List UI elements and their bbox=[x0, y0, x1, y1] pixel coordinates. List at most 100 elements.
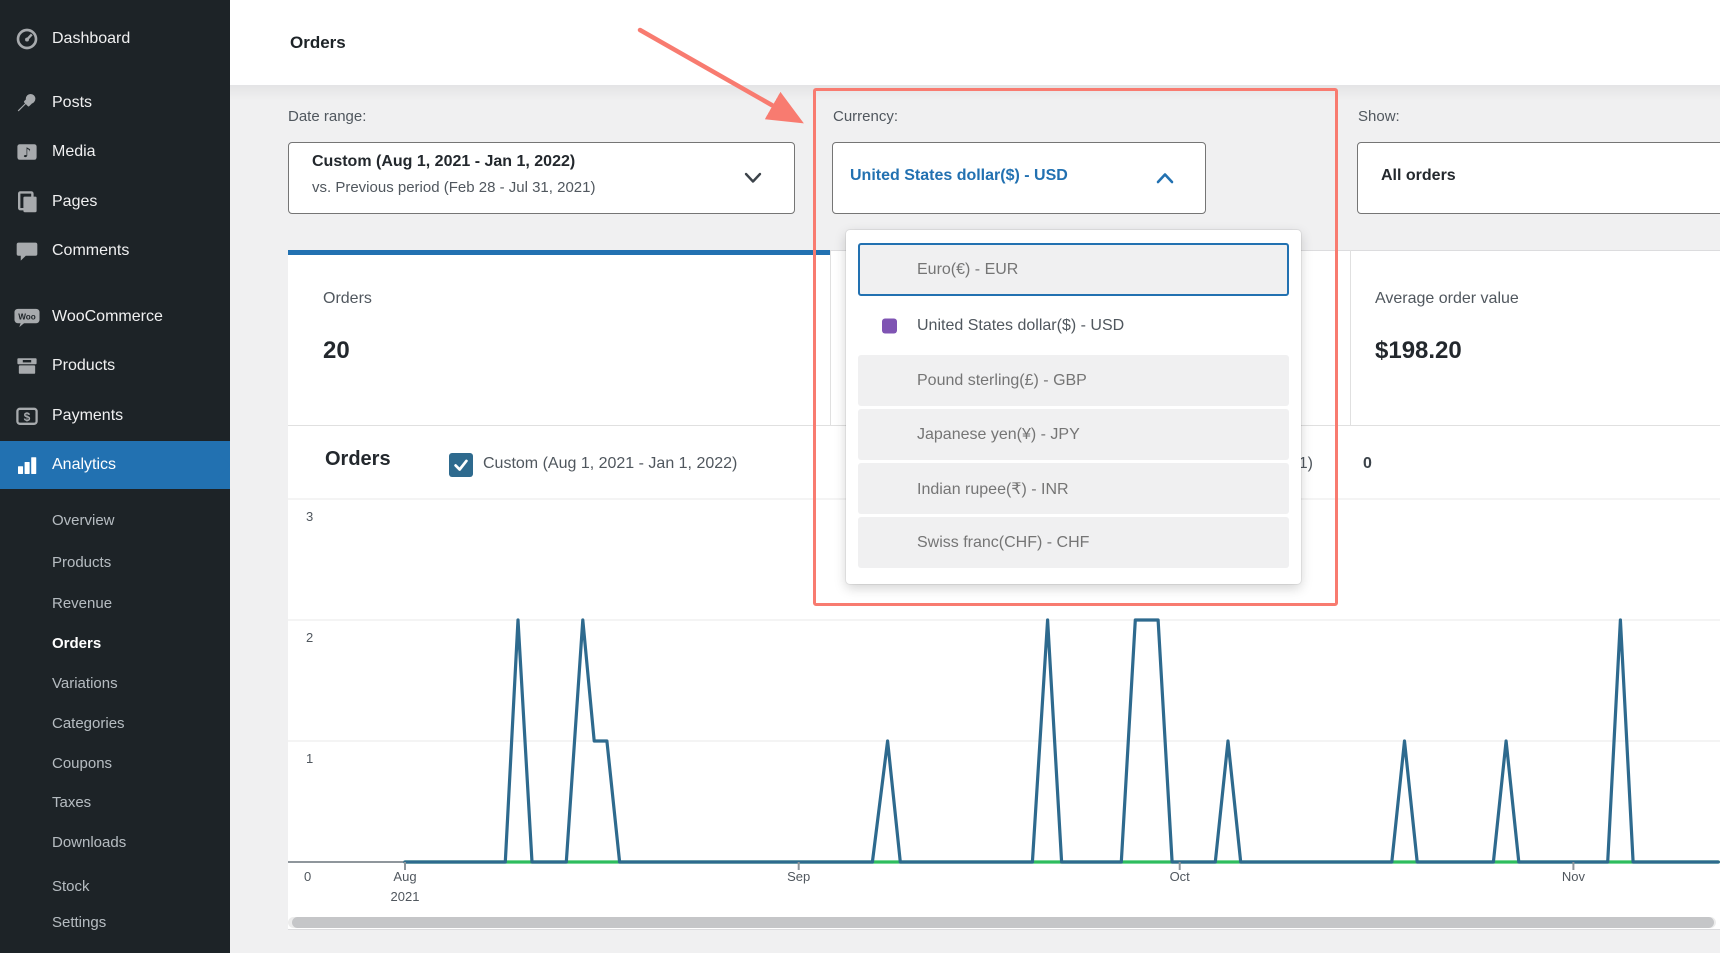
summary-tile-value: 20 bbox=[323, 337, 350, 364]
currency-option-label: Indian rupee(₹) - INR bbox=[917, 480, 1069, 498]
currency-option-chf[interactable]: Swiss franc(CHF) - CHF bbox=[858, 517, 1289, 568]
subitem-label: Settings bbox=[52, 913, 107, 931]
y-tick-1: 1 bbox=[306, 751, 314, 766]
chevron-up-icon bbox=[1156, 173, 1174, 184]
chart-scrollbar-thumb[interactable] bbox=[292, 917, 1714, 928]
x-tick-nov: Nov bbox=[1561, 869, 1585, 884]
chart-title: Orders bbox=[325, 448, 391, 470]
currency-option-label: Swiss franc(CHF) - CHF bbox=[917, 533, 1090, 551]
sidebar-item-label: Products bbox=[52, 357, 116, 374]
currency-option-label: Japanese yen(¥) - JPY bbox=[917, 425, 1080, 443]
svg-text:$: $ bbox=[24, 410, 31, 424]
woocommerce-bubble-icon: Woo bbox=[14, 304, 40, 330]
payments-card-icon: $ bbox=[14, 403, 40, 429]
sidebar-item-label: Analytics bbox=[52, 456, 117, 473]
sidebar-subitem-downloads[interactable]: Downloads bbox=[52, 822, 126, 862]
sidebar-item-label: Posts bbox=[52, 94, 93, 111]
svg-text:Woo: Woo bbox=[18, 312, 36, 321]
currency-option-label: Pound sterling(£) - GBP bbox=[917, 371, 1087, 389]
currency-option-jpy[interactable]: Japanese yen(¥) - JPY bbox=[858, 409, 1289, 460]
sidebar-item-comments[interactable]: Comments bbox=[0, 227, 230, 275]
currency-select[interactable] bbox=[832, 142, 1206, 214]
sidebar-item-dashboard[interactable]: Dashboard bbox=[0, 15, 230, 63]
x-tick-sep: Sep bbox=[787, 869, 811, 884]
sidebar-item-label: Payments bbox=[52, 407, 124, 424]
show-label: Show: bbox=[1358, 108, 1400, 125]
sidebar-item-pages[interactable]: Pages bbox=[0, 178, 230, 226]
y-tick-3: 3 bbox=[306, 509, 314, 524]
subitem-label: Products bbox=[52, 553, 112, 571]
y-tick-0: 0 bbox=[304, 869, 312, 884]
date-range-select[interactable] bbox=[288, 142, 795, 214]
currency-option-eur[interactable]: Euro(€) - EUR bbox=[858, 243, 1289, 296]
legend-checkbox-checked-icon[interactable] bbox=[449, 453, 473, 477]
sidebar-subitem-overview[interactable]: Overview bbox=[52, 500, 115, 540]
subitem-label: Downloads bbox=[52, 833, 127, 851]
sidebar-item-analytics[interactable]: Analytics bbox=[0, 441, 230, 489]
sidebar-subitem-categories[interactable]: Categories bbox=[52, 703, 125, 743]
sidebar-item-woocommerce[interactable]: Woo WooCommerce bbox=[0, 293, 230, 341]
svg-text:♪: ♪ bbox=[23, 146, 31, 161]
subitem-label: Variations bbox=[52, 674, 118, 692]
sidebar-subitem-coupons[interactable]: Coupons bbox=[52, 743, 112, 783]
show-select[interactable] bbox=[1357, 142, 1720, 214]
sidebar-item-posts[interactable]: Posts bbox=[0, 79, 230, 127]
sidebar-item-label: Dashboard bbox=[52, 30, 131, 47]
currency-option-gbp[interactable]: Pound sterling(£) - GBP bbox=[858, 355, 1289, 406]
currency-dropdown-popup: Euro(€) - EUR United States dollar($) - … bbox=[846, 230, 1301, 584]
sidebar-subitem-orders[interactable]: Orders bbox=[52, 623, 101, 663]
sidebar-item-label: Media bbox=[52, 143, 96, 160]
currency-option-label: United States dollar($) - USD bbox=[917, 316, 1125, 334]
selected-marker-icon bbox=[882, 318, 897, 333]
sidebar-item-payments[interactable]: $ Payments bbox=[0, 392, 230, 440]
comment-bubble-icon bbox=[14, 238, 40, 264]
summary-tile-orders[interactable] bbox=[289, 255, 830, 425]
show-value: All orders bbox=[1381, 167, 1456, 184]
tile-divider bbox=[1350, 250, 1351, 425]
subitem-label: Overview bbox=[52, 511, 115, 529]
sidebar-item-media[interactable]: ♪ Media bbox=[0, 128, 230, 176]
subitem-label: Categories bbox=[52, 714, 125, 732]
subitem-label: Taxes bbox=[52, 793, 92, 811]
currency-option-inr[interactable]: Indian rupee(₹) - INR bbox=[858, 463, 1289, 514]
chevron-down-icon bbox=[744, 172, 762, 183]
sidebar-item-label: Pages bbox=[52, 193, 98, 210]
orders-line-chart bbox=[288, 498, 1720, 870]
summary-tile-label: Orders bbox=[323, 290, 372, 307]
subitem-label: Orders bbox=[52, 634, 102, 652]
legend-item-custom-range[interactable]: Custom (Aug 1, 2021 - Jan 1, 2022) bbox=[483, 455, 738, 472]
summary-tile-label: Average order value bbox=[1375, 290, 1519, 307]
x-tick-aug: Aug 2021 bbox=[345, 869, 465, 904]
sidebar-subitem-products[interactable]: Products bbox=[52, 542, 111, 582]
x-tick-aug-year: 2021 bbox=[390, 889, 420, 904]
product-box-icon bbox=[14, 353, 40, 379]
sidebar-subitem-taxes[interactable]: Taxes bbox=[52, 782, 91, 822]
date-range-value: Custom (Aug 1, 2021 - Jan 1, 2022) bbox=[312, 153, 576, 170]
page-title: Orders bbox=[290, 32, 346, 52]
currency-option-label: Euro(€) - EUR bbox=[917, 260, 1019, 278]
subitem-label: Coupons bbox=[52, 754, 113, 772]
subitem-label: Revenue bbox=[52, 594, 113, 612]
sidebar-subitem-variations[interactable]: Variations bbox=[52, 663, 118, 703]
sidebar-subitem-stock[interactable]: Stock bbox=[52, 866, 90, 906]
dashboard-gauge-icon bbox=[14, 26, 40, 52]
date-range-label: Date range: bbox=[288, 108, 367, 125]
page-header bbox=[230, 0, 1720, 85]
legend-previous-period-total: 0 bbox=[1363, 455, 1372, 472]
sidebar-item-products[interactable]: Products bbox=[0, 342, 230, 390]
tile-divider bbox=[830, 250, 831, 425]
sidebar-item-label: Comments bbox=[52, 242, 130, 259]
pages-icon bbox=[14, 189, 40, 215]
sidebar-item-label: WooCommerce bbox=[52, 308, 163, 325]
currency-label: Currency: bbox=[833, 108, 899, 125]
media-icon: ♪ bbox=[14, 139, 40, 165]
summary-tile-value: $198.20 bbox=[1375, 337, 1462, 364]
sidebar-subitem-settings[interactable]: Settings bbox=[52, 902, 106, 942]
currency-option-usd-selected[interactable]: United States dollar($) - USD bbox=[858, 300, 1289, 351]
x-tick-oct: Oct bbox=[1169, 869, 1190, 884]
y-tick-2: 2 bbox=[306, 630, 314, 645]
currency-value: United States dollar($) - USD bbox=[850, 167, 1068, 184]
pushpin-icon bbox=[14, 90, 40, 116]
sidebar-subitem-revenue[interactable]: Revenue bbox=[52, 583, 112, 623]
